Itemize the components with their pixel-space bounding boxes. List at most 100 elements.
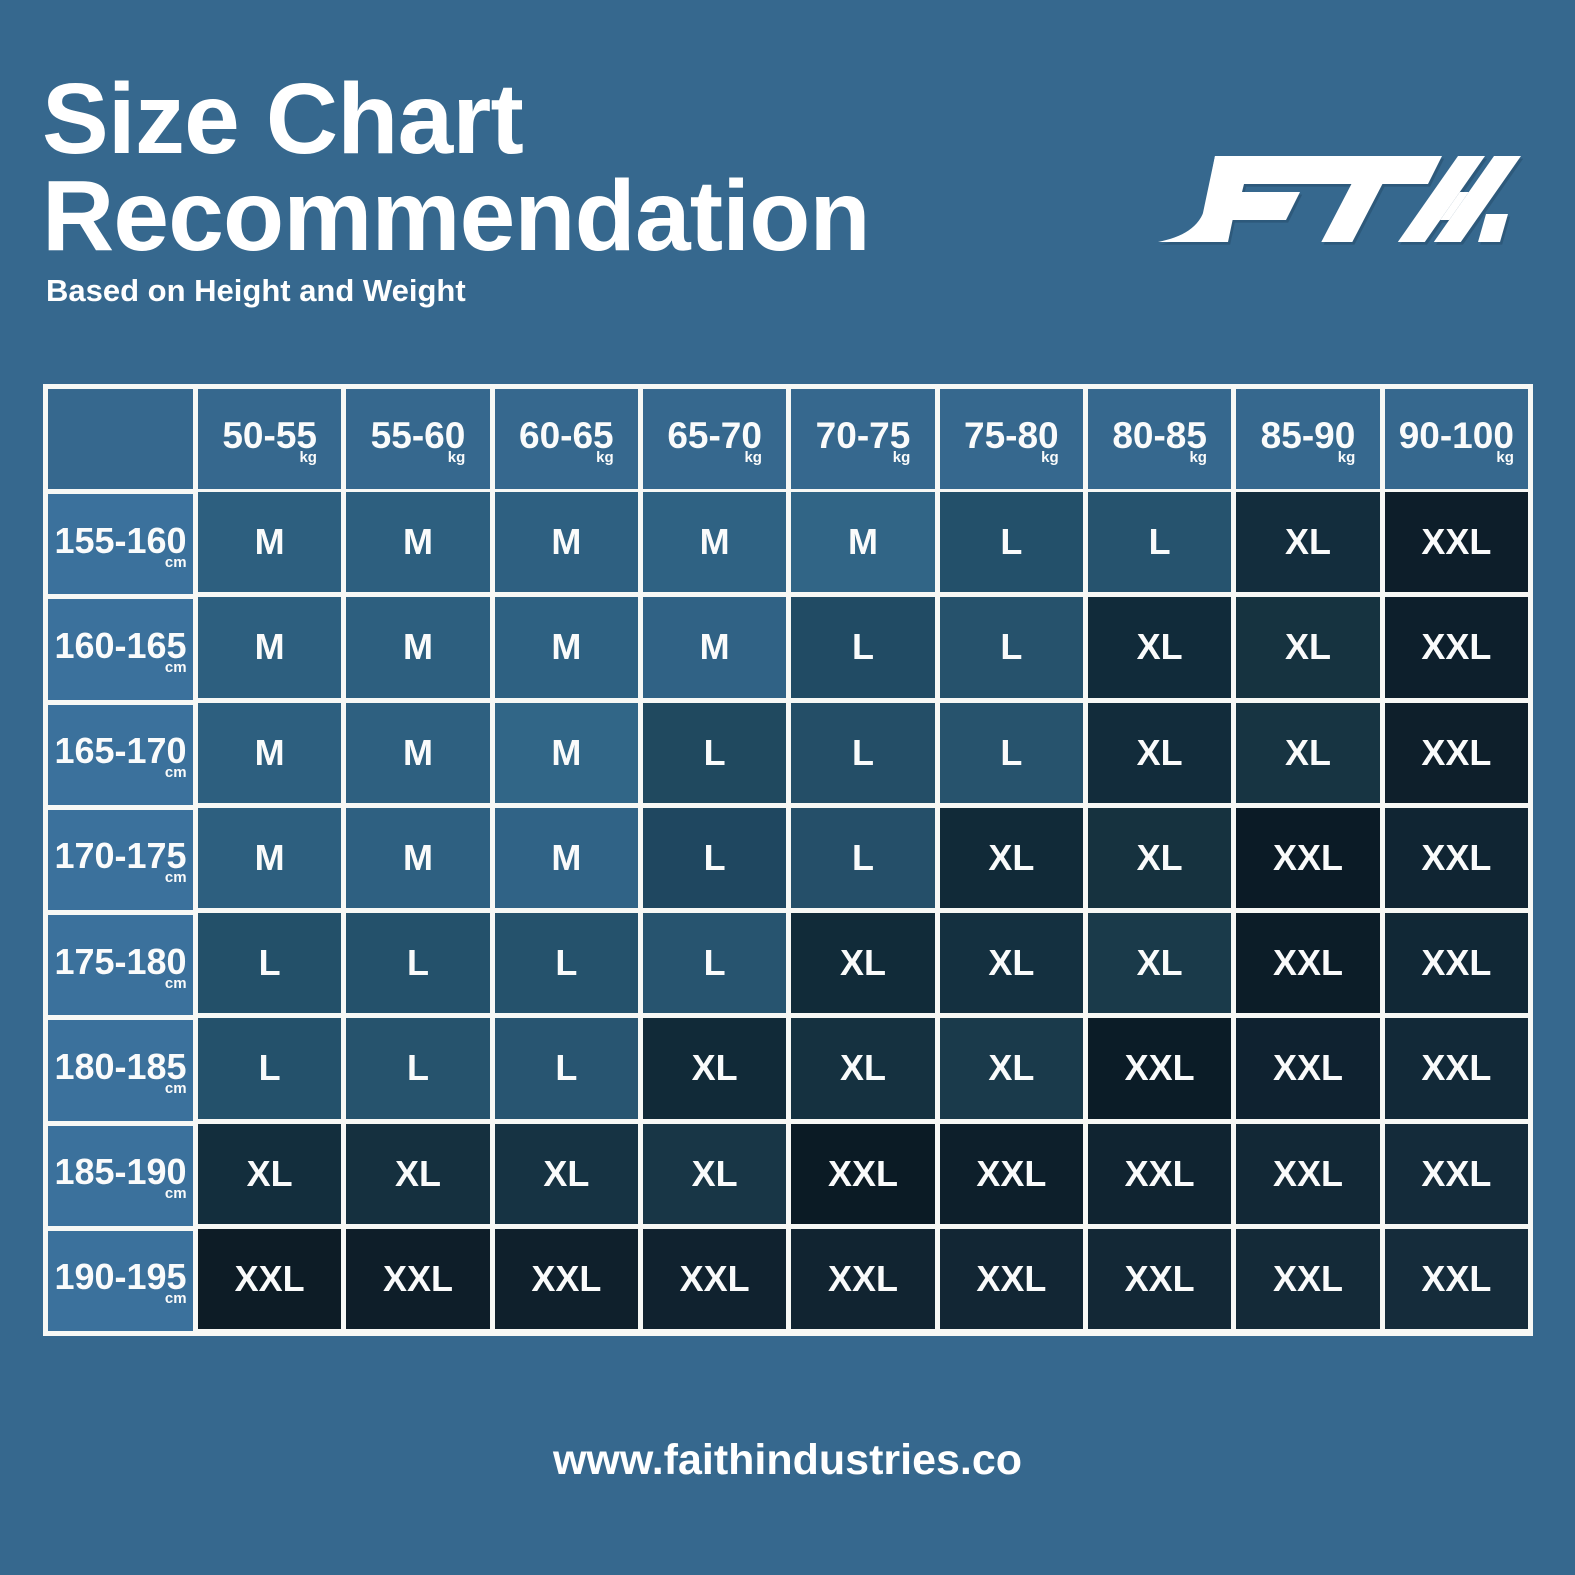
weight-header-cell-1: 50-55 kg [198,389,342,489]
header-label-group: 60-65 kg [519,417,614,465]
size-cell-r3c9: XXL [1384,702,1528,803]
fth-logo [1158,156,1524,245]
height-unit-label: cm [164,1185,187,1203]
header-label-group: 175-180 cm [54,943,187,992]
size-cell-r4c9: XXL [1384,807,1528,908]
size-cell-r6c9: XXL [1384,1018,1528,1119]
size-cell-r4c6: XL [939,807,1083,908]
height-unit-label: cm [164,1079,187,1097]
fth-logo-letters [1158,156,1521,242]
size-cell-r6c7: XXL [1087,1018,1232,1119]
size-cell-r5c5: XL [791,913,935,1014]
weight-header-cell-7: 80-85 kg [1087,389,1232,489]
corner-cell [48,389,193,489]
weight-range-label: 80-85 [1112,415,1207,456]
size-cell-r1c7: L [1087,492,1232,593]
size-cell-r6c6: XL [939,1018,1083,1119]
size-cell-r6c1: L [198,1018,342,1119]
weight-header-cell-9: 90-100 kg [1384,389,1528,489]
header-label-group: 80-85 kg [1112,417,1207,465]
height-range-label: 160-165 [54,624,187,666]
size-cell-r8c4: XXL [642,1228,787,1329]
size-cell-r7c4: XL [642,1123,787,1224]
height-header-cell-6: 180-185 cm [48,1020,193,1121]
height-range-label: 180-185 [54,1045,187,1087]
weight-range-label: 55-60 [370,415,466,456]
size-cell-r3c4: L [642,702,787,803]
size-cell-r1c2: M [346,492,490,593]
weight-unit-label: kg [596,449,614,466]
size-cell-r2c5: L [791,597,935,698]
weight-range-label: 50-55 [222,415,317,456]
size-cell-r1c6: L [939,492,1083,593]
weight-range-label: 90-100 [1398,415,1514,456]
height-header-cell-7: 185-190 cm [48,1125,193,1226]
size-cell-r8c8: XXL [1236,1228,1380,1329]
weight-header-cell-6: 75-80 kg [939,389,1083,489]
weight-range-label: 75-80 [964,415,1059,456]
header-label-group: 55-60 kg [371,417,466,465]
size-cell-r8c2: XXL [346,1228,490,1329]
header-label-group: 185-190 cm [54,1151,187,1203]
size-cell-r1c9: XXL [1384,492,1528,593]
size-cell-r7c5: XXL [791,1123,935,1224]
size-cell-r5c7: XL [1087,913,1232,1014]
size-cell-r3c7: XL [1087,702,1232,803]
height-header-cell-8: 190-195 cm [48,1230,193,1331]
page-title-line2: Recommendation [42,160,871,272]
size-cell-r2c4: M [642,597,787,698]
size-cell-r2c6: L [939,597,1083,698]
size-cell-r5c9: XXL [1384,913,1528,1014]
height-header-cell-5: 175-180 cm [48,915,193,1016]
weight-unit-label: kg [744,449,762,466]
size-cell-r6c8: XXL [1236,1018,1380,1119]
size-cell-r2c9: XXL [1384,597,1528,698]
size-cell-r7c3: XL [494,1123,638,1224]
size-chart-table: 50-55 kg 55-60 kg 60-65 kg 65-70 k [43,384,1533,1336]
size-cell-r4c4: L [642,807,787,908]
size-cell-r7c2: XL [346,1123,490,1224]
size-cell-r4c5: L [791,807,935,908]
header-label-group: 170-175 cm [54,835,187,886]
height-unit-label: cm [164,658,187,676]
height-unit-label: cm [164,764,187,782]
height-range-label: 165-170 [54,730,187,772]
height-unit-label: cm [164,974,187,992]
size-cell-r5c2: L [346,913,490,1014]
header-label-group: 65-70 kg [667,417,762,465]
size-cell-r5c8: XXL [1236,913,1380,1014]
height-range-label: 155-160 [54,519,187,561]
height-unit-label: cm [164,553,187,571]
size-cell-r1c8: XL [1236,492,1380,593]
weight-range-label: 65-70 [667,415,762,456]
size-cell-r1c1: M [198,492,342,593]
weight-unit-label: kg [1337,449,1356,466]
weight-unit-label: kg [892,449,911,466]
size-cell-r8c6: XXL [939,1228,1083,1329]
height-header-cell-2: 160-165 cm [48,599,193,700]
website-url: www.faithindustries.co [552,1436,1023,1484]
size-cell-r2c8: XL [1236,597,1380,698]
size-cell-r4c1: M [198,807,342,908]
weight-header-cell-8: 85-90 kg [1236,389,1380,489]
size-cell-r3c6: L [939,702,1083,803]
size-cell-r4c8: XXL [1236,807,1380,908]
height-range-label: 185-190 [54,1151,187,1193]
weight-range-label: 85-90 [1260,415,1356,456]
header-label-group: 160-165 cm [54,624,187,676]
page-subtitle: Based on Height and Weight [46,273,466,308]
size-cell-r3c3: M [494,702,638,803]
size-cell-r5c3: L [494,913,638,1014]
size-cell-r2c3: M [494,597,638,698]
height-unit-label: cm [164,1290,187,1308]
weight-range-label: 70-75 [815,415,911,456]
size-cell-r8c5: XXL [791,1228,935,1329]
height-range-label: 170-175 [54,835,187,877]
header-label-group: 85-90 kg [1261,417,1356,465]
weight-range-label: 60-65 [519,415,614,456]
header-label-group: 50-55 kg [222,417,317,465]
header-label-group: 90-100 kg [1399,417,1514,465]
header-label-group: 165-170 cm [54,730,187,782]
weight-header-cell-5: 70-75 kg [791,389,935,489]
